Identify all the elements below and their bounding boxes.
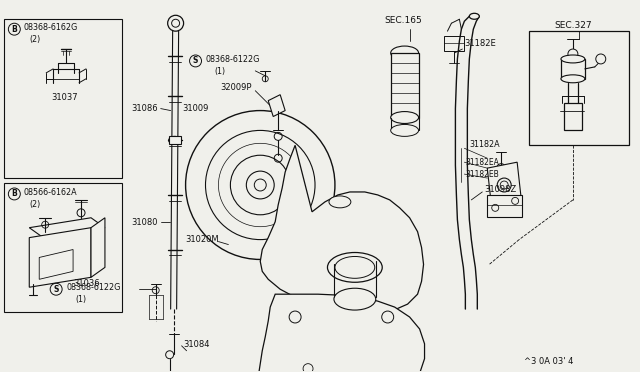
Text: 31020M: 31020M	[186, 235, 220, 244]
Text: 08566-6162A: 08566-6162A	[23, 188, 77, 197]
Ellipse shape	[469, 13, 479, 19]
Ellipse shape	[335, 256, 375, 278]
Polygon shape	[259, 294, 424, 372]
Text: 08368-6162G: 08368-6162G	[23, 23, 77, 32]
Polygon shape	[91, 218, 105, 277]
Text: 31080: 31080	[131, 218, 157, 227]
Text: 08368-6122G: 08368-6122G	[205, 55, 260, 64]
Circle shape	[246, 171, 274, 199]
Circle shape	[289, 311, 301, 323]
Text: (2): (2)	[29, 200, 40, 209]
Text: ^3 0A 03' 4: ^3 0A 03' 4	[524, 357, 573, 366]
Circle shape	[186, 110, 335, 259]
Bar	[4, 183, 122, 312]
Circle shape	[254, 179, 266, 191]
Text: 31182EA: 31182EA	[465, 158, 499, 167]
Bar	[444, 36, 465, 51]
Text: 08368-6122G: 08368-6122G	[66, 283, 120, 292]
Polygon shape	[268, 95, 285, 116]
Text: B: B	[12, 189, 17, 198]
Text: (1): (1)	[75, 295, 86, 304]
Ellipse shape	[561, 75, 585, 83]
Bar	[561, 59, 585, 79]
Ellipse shape	[328, 253, 382, 282]
Text: (1): (1)	[214, 67, 225, 76]
Ellipse shape	[390, 112, 419, 124]
Text: 31037: 31037	[51, 93, 78, 102]
Text: 31084: 31084	[184, 340, 210, 349]
Text: 31086: 31086	[131, 104, 157, 113]
Bar	[529, 31, 628, 145]
Polygon shape	[260, 145, 424, 314]
Circle shape	[230, 155, 290, 215]
Text: 31009: 31009	[182, 104, 209, 113]
Ellipse shape	[329, 196, 351, 208]
Circle shape	[500, 181, 508, 189]
Text: 31182EB: 31182EB	[465, 170, 499, 179]
Bar	[390, 53, 419, 118]
Polygon shape	[487, 162, 521, 204]
Text: B: B	[12, 25, 17, 34]
Text: 31182E: 31182E	[465, 39, 496, 48]
Ellipse shape	[390, 46, 419, 60]
Bar	[4, 19, 122, 178]
Bar	[487, 195, 522, 217]
Ellipse shape	[334, 288, 376, 310]
Bar	[169, 137, 180, 144]
Text: S: S	[193, 57, 198, 65]
Ellipse shape	[390, 125, 419, 137]
Text: (2): (2)	[29, 35, 40, 44]
Circle shape	[205, 131, 315, 240]
Circle shape	[596, 54, 605, 64]
Text: 31182A: 31182A	[469, 140, 500, 149]
Circle shape	[497, 178, 511, 192]
Text: SEC.327: SEC.327	[554, 21, 591, 30]
Circle shape	[568, 49, 578, 59]
Text: 31098Z: 31098Z	[484, 185, 516, 194]
Polygon shape	[29, 218, 105, 238]
Circle shape	[381, 311, 394, 323]
Polygon shape	[29, 228, 91, 287]
Circle shape	[303, 364, 313, 372]
Text: SEC.165: SEC.165	[385, 16, 422, 25]
Bar	[564, 103, 582, 131]
Ellipse shape	[561, 55, 585, 63]
Text: 31036: 31036	[73, 279, 100, 288]
Text: 32009P: 32009P	[220, 83, 252, 92]
Text: S: S	[54, 285, 59, 294]
